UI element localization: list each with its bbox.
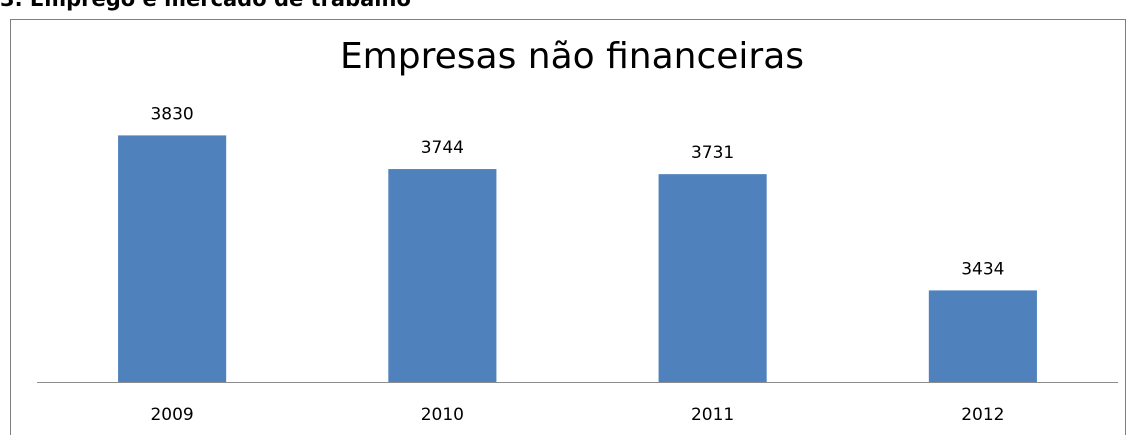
bar <box>928 290 1037 382</box>
bar <box>388 169 497 382</box>
data-label: 3744 <box>421 138 464 158</box>
data-label: 3830 <box>150 104 193 124</box>
section-heading: 3. Emprego e mercado de trabalho <box>0 0 411 11</box>
bar <box>658 174 767 382</box>
bar <box>118 135 227 382</box>
x-tick-label: 2011 <box>691 405 734 425</box>
data-label: 3434 <box>961 259 1004 279</box>
data-label: 3731 <box>691 143 734 163</box>
x-tick-label: 2010 <box>421 405 464 425</box>
x-tick-label: 2012 <box>961 405 1004 425</box>
chart-title: Empresas não financeiras <box>340 36 804 77</box>
x-tick-label: 2009 <box>150 405 193 425</box>
